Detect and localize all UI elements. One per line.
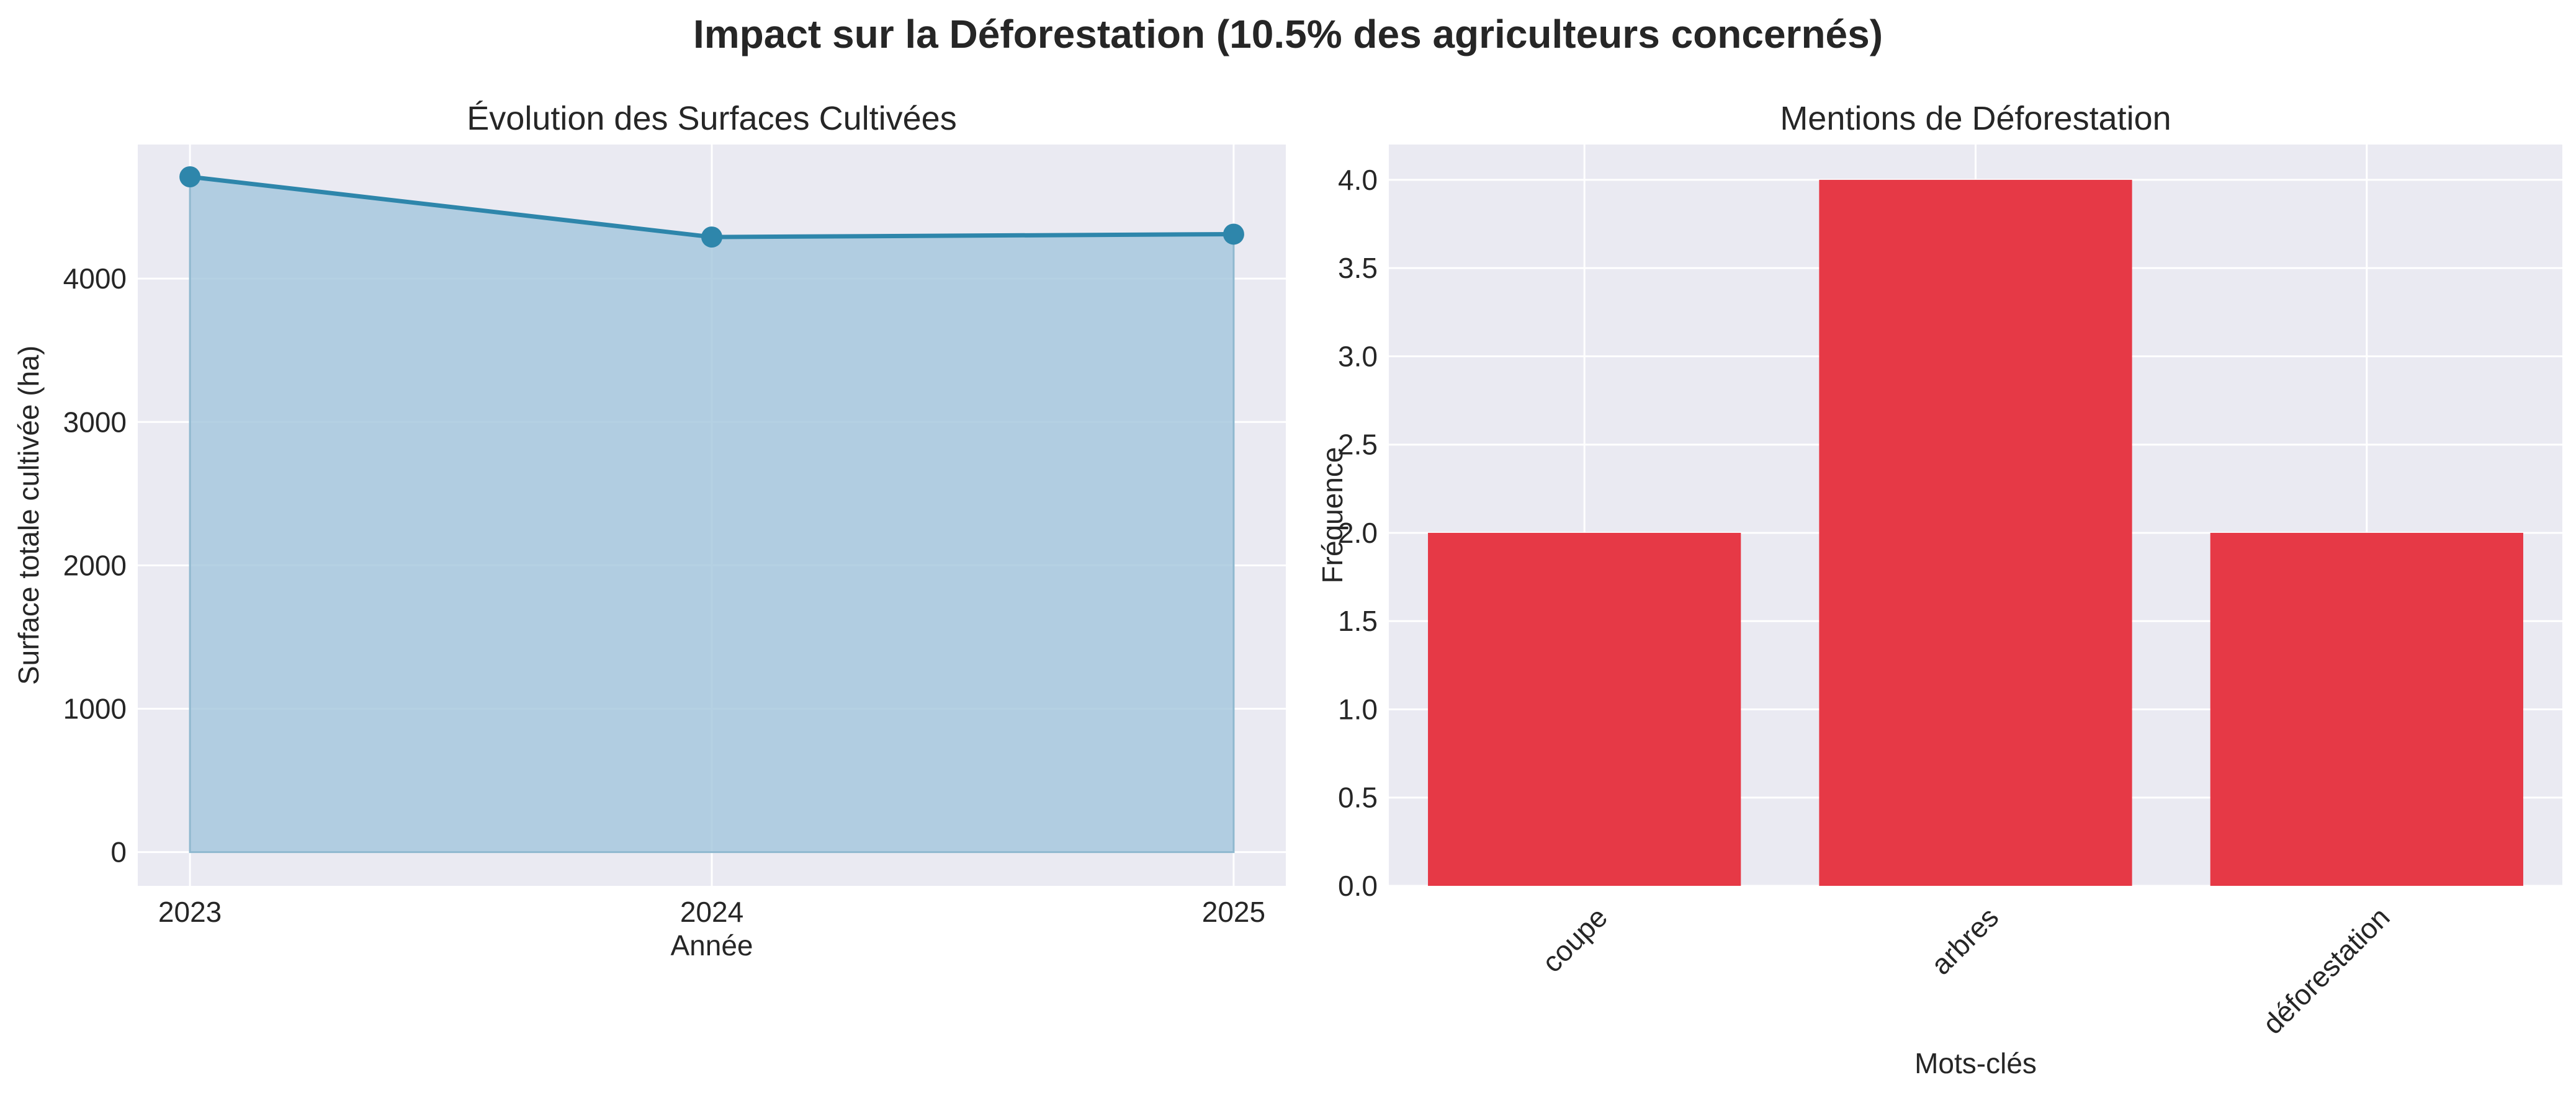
bar-coupe xyxy=(1428,532,1741,886)
x-tick-label: déforestation xyxy=(2256,901,2396,1040)
bar-chart: 0.0 0.5 1.0 1.5 2.0 2.5 3.0 3.5 4.0 coupe arbres dé… xyxy=(1316,100,2562,1079)
x-tick-label: 2023 xyxy=(158,896,222,928)
area-chart-x-axis-label: Année xyxy=(670,929,753,962)
bar-chart-y-axis-label: Fréquence xyxy=(1316,447,1349,584)
y-tick-label: 0.5 xyxy=(1338,782,1378,814)
y-tick-label: 3000 xyxy=(63,406,127,438)
area-fill xyxy=(189,176,1235,854)
x-tick-label: arbres xyxy=(1924,901,2004,981)
y-tick-label: 4000 xyxy=(63,262,127,295)
data-point xyxy=(1223,223,1244,245)
bar-chart-x-axis-label: Mots-clés xyxy=(1914,1047,2037,1079)
figure-title: Impact sur la Déforestation (10.5% des a… xyxy=(693,12,1883,56)
x-tick-label: 2024 xyxy=(680,896,743,928)
area-chart-title: Évolution des Surfaces Cultivées xyxy=(467,100,956,137)
y-tick-label: 0.0 xyxy=(1338,870,1378,902)
area-chart-y-axis-label: Surface totale cultivée (ha) xyxy=(12,346,45,685)
y-tick-label: 3.0 xyxy=(1338,340,1378,372)
y-tick-label: 2.0 xyxy=(1338,517,1378,549)
data-point xyxy=(179,166,201,188)
y-tick-label: 2.5 xyxy=(1338,429,1378,461)
bar-chart-marks xyxy=(1428,179,2523,886)
y-tick-label: 2000 xyxy=(63,549,127,581)
area-chart-ticks: 0 1000 2000 3000 4000 2023 2024 2025 xyxy=(63,262,1265,928)
y-tick-label: 1.5 xyxy=(1338,605,1378,637)
y-tick-label: 0 xyxy=(110,836,127,868)
bar-déforestation xyxy=(2210,532,2523,886)
bar-chart-title: Mentions de Déforestation xyxy=(1780,100,2171,137)
area-chart: 0 1000 2000 3000 4000 2023 2024 2025 Évolution … xyxy=(12,100,1286,962)
x-tick-label: coupe xyxy=(1536,901,1613,978)
y-tick-label: 1.0 xyxy=(1338,693,1378,725)
x-tick-label: 2025 xyxy=(1202,896,1265,928)
y-tick-label: 3.5 xyxy=(1338,252,1378,284)
y-tick-label: 4.0 xyxy=(1338,164,1378,196)
area-chart-marks xyxy=(179,166,1244,854)
bar-arbres xyxy=(1819,179,2132,886)
y-tick-label: 1000 xyxy=(63,693,127,725)
data-point xyxy=(701,226,722,248)
